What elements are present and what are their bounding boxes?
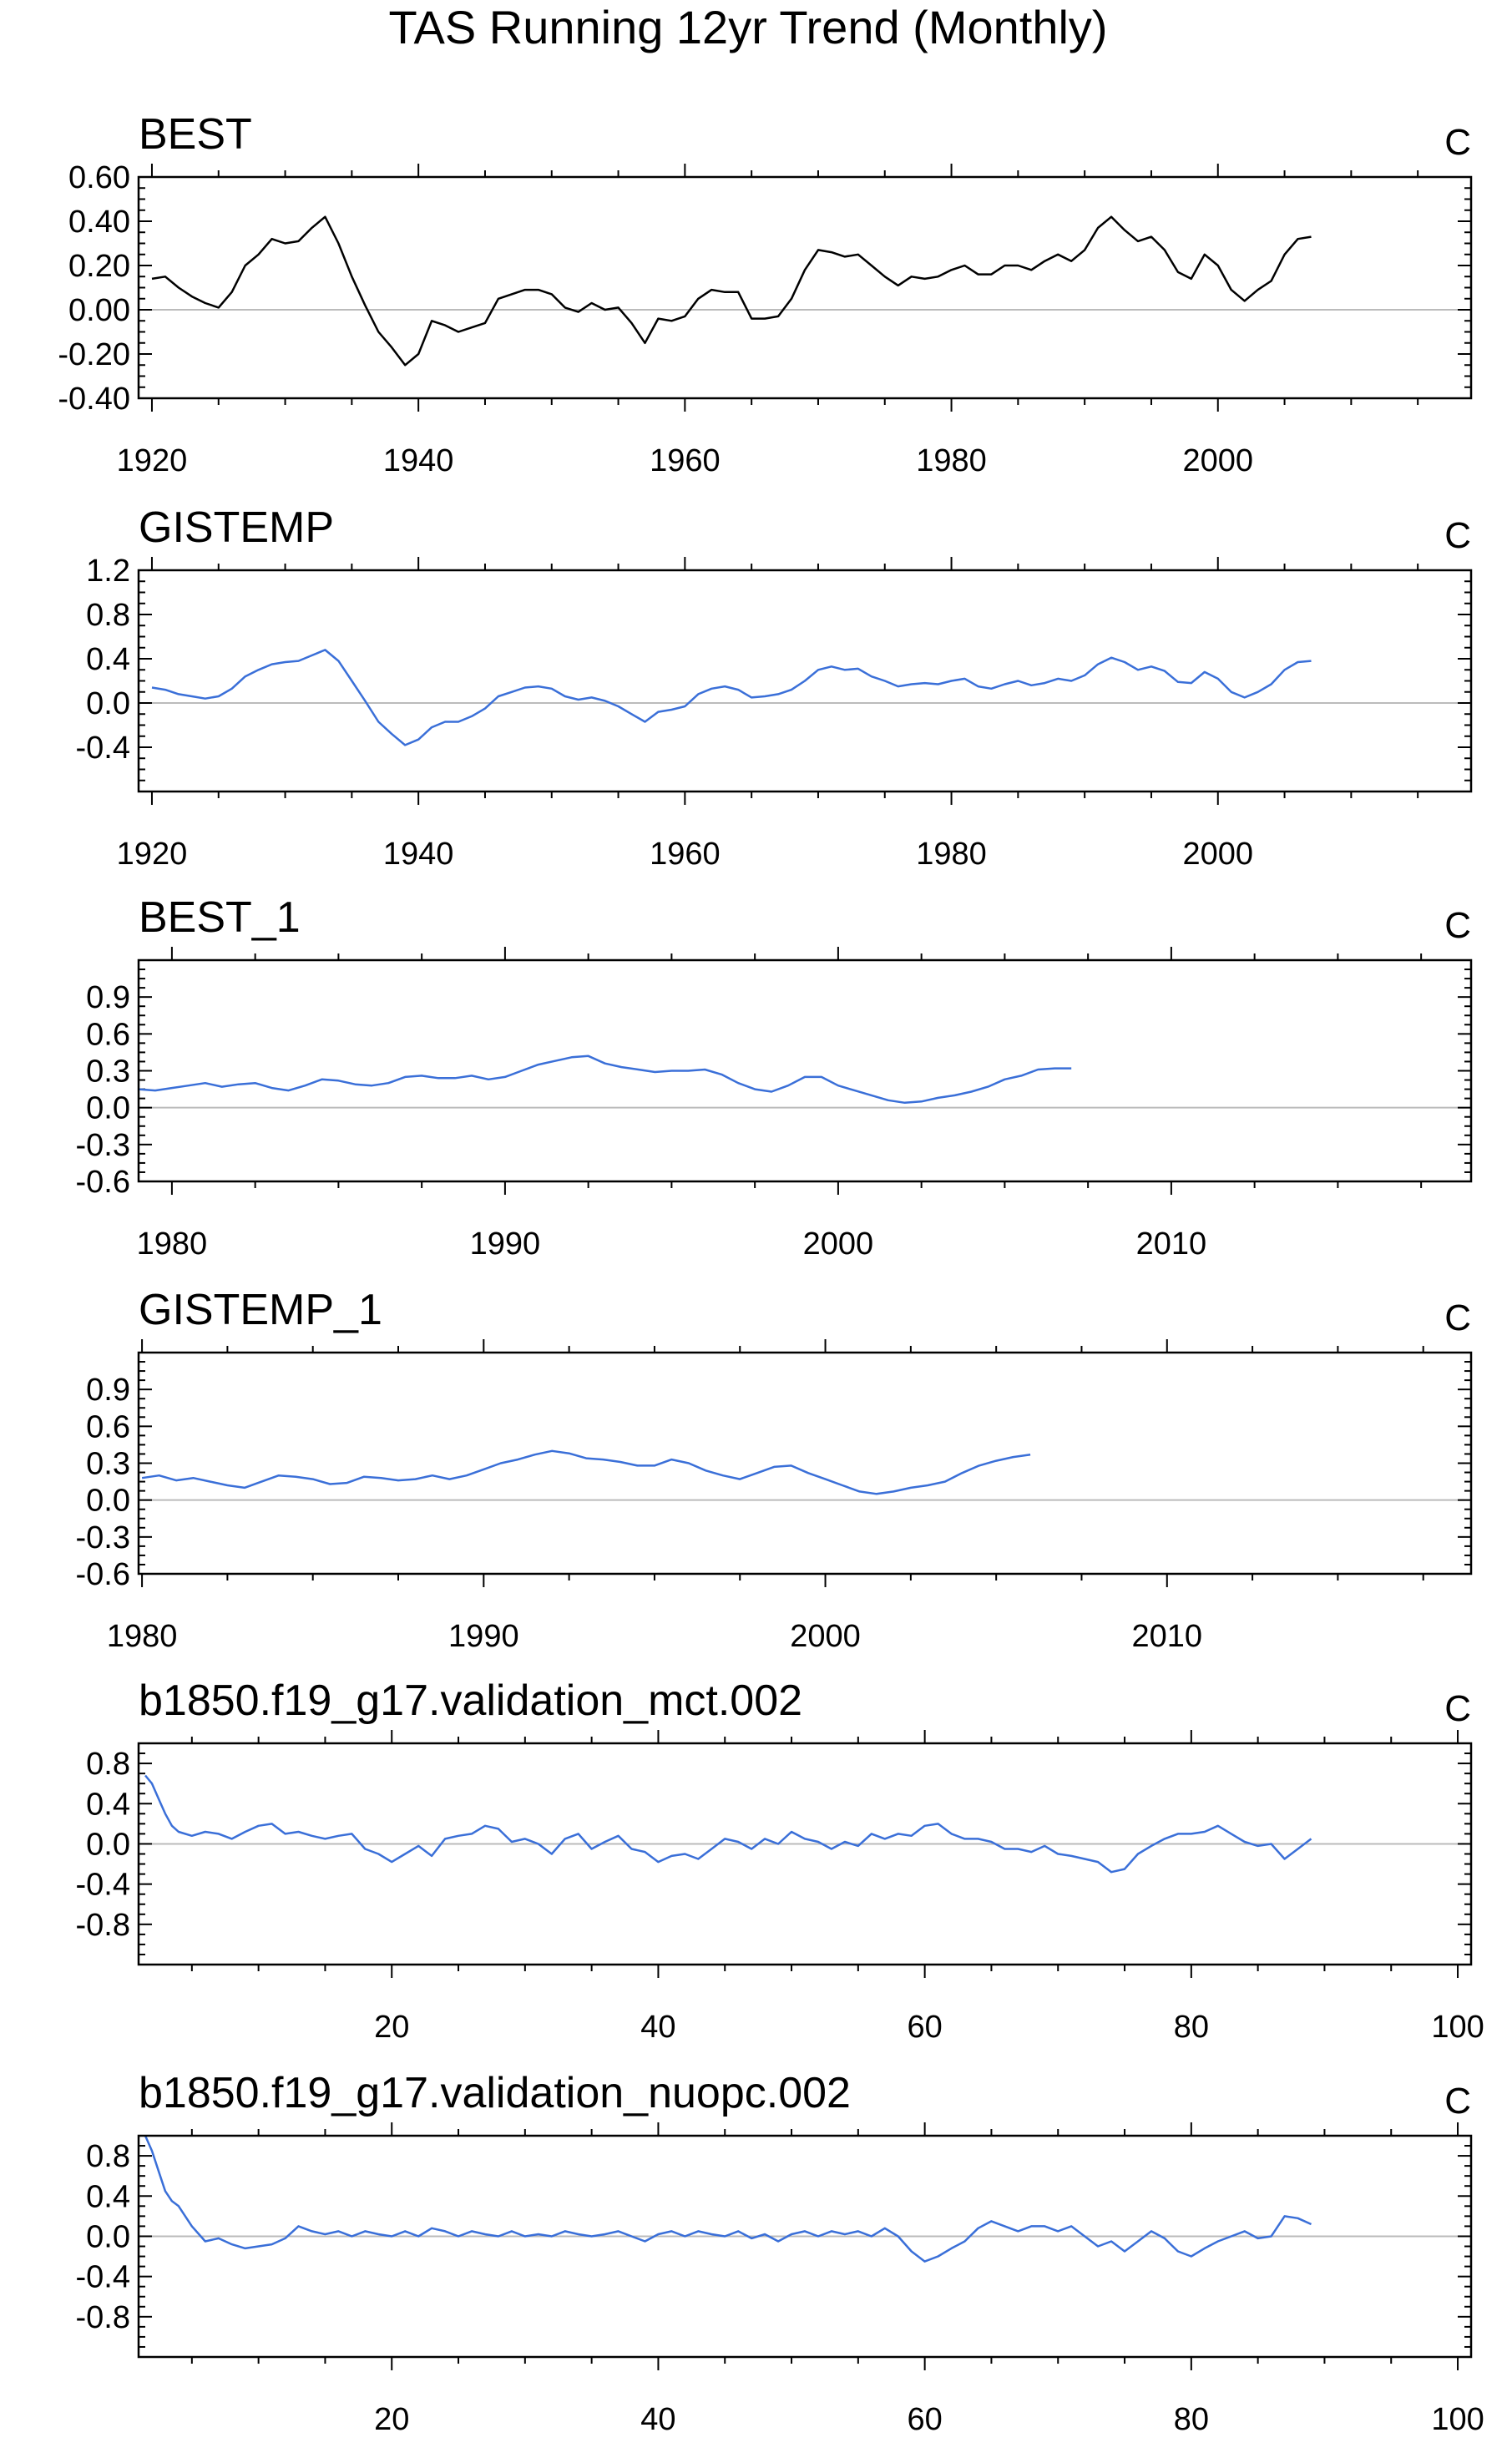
- y-tick-label: 0.40: [68, 205, 130, 240]
- y-tick-label: 0.4: [86, 1787, 130, 1822]
- x-tick-label: 2010: [1132, 1619, 1203, 1654]
- panel-title: b1850.f19_g17.validation_mct.002: [139, 1677, 802, 1725]
- series-line: [151, 649, 1312, 746]
- y-tick-label: 0.0: [86, 1827, 130, 1862]
- series-line: [144, 1774, 1312, 1874]
- y-tick-label: -0.20: [58, 337, 130, 372]
- y-tick-label: 0.8: [86, 2139, 130, 2174]
- y-tick-label: 0.0: [86, 686, 130, 721]
- panel-3: BEST_1 C -0.6-0.30.00.30.60.9 1980 1990 2000 2…: [76, 893, 1473, 1262]
- x-tick-label: 1940: [383, 443, 454, 478]
- x-tick-label: 2000: [1182, 443, 1253, 478]
- y-tick-label: 0.6: [86, 1409, 130, 1444]
- y-tick-label: -0.4: [76, 1868, 130, 1903]
- x-tick-label: 60: [907, 2010, 942, 2045]
- y-tick-label: 0.4: [86, 2179, 130, 2214]
- x-tick-label: 2000: [803, 1226, 874, 1262]
- y-tick-label: -0.8: [76, 1908, 130, 1943]
- x-tick-label: 1940: [383, 837, 454, 872]
- x-tick-label: 2010: [1136, 1226, 1207, 1262]
- panel-title: BEST: [139, 110, 252, 159]
- units-label: C: [1444, 1297, 1471, 1338]
- plot-frame: [137, 569, 1473, 793]
- x-tick-label: 1980: [916, 443, 987, 478]
- x-tick-label: 1980: [916, 837, 987, 872]
- panel-title: GISTEMP_1: [139, 1286, 382, 1334]
- y-tick-label: 0.0: [86, 1484, 130, 1519]
- series-line: [138, 1055, 1072, 1105]
- figure-title: TAS Running 12yr Trend (Monthly): [388, 1, 1107, 53]
- x-tick-label: 100: [1431, 2010, 1484, 2045]
- units-label: C: [1444, 515, 1471, 556]
- x-tick-label: 80: [1174, 2010, 1209, 2045]
- panel-1: BEST C -0.40 -0.20 0.00 0.20 0.40 0.60 1920 1940 1…: [58, 110, 1473, 478]
- plot-frame: [137, 175, 1473, 400]
- units-label: C: [1444, 1688, 1471, 1729]
- x-tick-label: 40: [640, 2010, 675, 2045]
- x-tick-label: 20: [374, 2010, 409, 2045]
- plot-frame: [137, 1351, 1473, 1575]
- y-tick-label: 0.0: [86, 1091, 130, 1126]
- x-tick-label: 2000: [790, 1619, 861, 1654]
- plot-frame: [137, 2134, 1473, 2359]
- y-tick-label: 0.3: [86, 1055, 130, 1090]
- x-tick-label: 1990: [470, 1226, 541, 1262]
- y-tick-label: -0.4: [76, 2260, 130, 2295]
- y-tick-label: 0.20: [68, 249, 130, 284]
- x-tick-label: 80: [1174, 2402, 1209, 2437]
- plot-frame: [137, 1742, 1473, 1966]
- panel-title: GISTEMP: [139, 503, 334, 552]
- y-tick-label: 1.2: [86, 554, 130, 589]
- x-tick-label: 1960: [650, 443, 721, 478]
- y-tick-label: -0.6: [76, 1557, 130, 1592]
- plot-frame: [137, 958, 1473, 1183]
- x-tick-label: 1920: [117, 837, 188, 872]
- x-tick-label: 1920: [117, 443, 188, 478]
- x-tick-label: 20: [374, 2402, 409, 2437]
- y-tick-label: 0.8: [86, 1747, 130, 1782]
- y-tick-label: -0.3: [76, 1520, 130, 1555]
- y-tick-label: -0.40: [58, 382, 130, 417]
- panel-5: b1850.f19_g17.validation_mct.002 C -0.8 -0.…: [76, 1677, 1484, 2045]
- y-tick-label: -0.8: [76, 2300, 130, 2335]
- units-label: C: [1444, 122, 1471, 163]
- panels: BEST C -0.40 -0.20 0.00 0.20 0.40 0.60 1920 1940 1…: [58, 110, 1484, 2437]
- panel-title: BEST_1: [139, 893, 301, 942]
- x-tick-label: 2000: [1182, 837, 1253, 872]
- y-tick-label: -0.6: [76, 1165, 130, 1200]
- series-line: [144, 2135, 1312, 2263]
- x-tick-label: 1990: [448, 1619, 519, 1654]
- y-tick-label: 0.4: [86, 642, 130, 677]
- y-tick-label: 0.3: [86, 1447, 130, 1482]
- series-line: [151, 215, 1312, 367]
- y-tick-label: 0.8: [86, 598, 130, 633]
- x-tick-label: 1980: [107, 1619, 178, 1654]
- units-label: C: [1444, 905, 1471, 946]
- y-tick-label: -0.3: [76, 1128, 130, 1163]
- x-tick-label: 60: [907, 2402, 942, 2437]
- x-tick-label: 1980: [137, 1226, 208, 1262]
- y-tick-label: 0.9: [86, 1373, 130, 1408]
- panel-6: b1850.f19_g17.validation_nuopc.002 C -0.8 -…: [76, 2069, 1484, 2437]
- x-tick-label: 40: [640, 2402, 675, 2437]
- units-label: C: [1444, 2081, 1471, 2122]
- x-tick-label: 1960: [650, 837, 721, 872]
- y-tick-label: 0.6: [86, 1017, 130, 1052]
- y-tick-label: 0.0: [86, 2219, 130, 2254]
- panel-4: GISTEMP_1 C -0.6-0.30.00.30.60.9 1980 1990 20…: [76, 1286, 1473, 1654]
- y-tick-label: 0.9: [86, 980, 130, 1015]
- y-tick-label: 0.60: [68, 160, 130, 195]
- y-tick-label: -0.4: [76, 731, 130, 766]
- series-line: [141, 1449, 1031, 1495]
- panel-title: b1850.f19_g17.validation_nuopc.002: [139, 2069, 851, 2117]
- panel-2: GISTEMP C -0.4 0.0 0.4 0.8 1.2 1920 1940 1960 1980…: [76, 503, 1473, 872]
- x-tick-label: 100: [1431, 2402, 1484, 2437]
- y-tick-label: 0.00: [68, 293, 130, 328]
